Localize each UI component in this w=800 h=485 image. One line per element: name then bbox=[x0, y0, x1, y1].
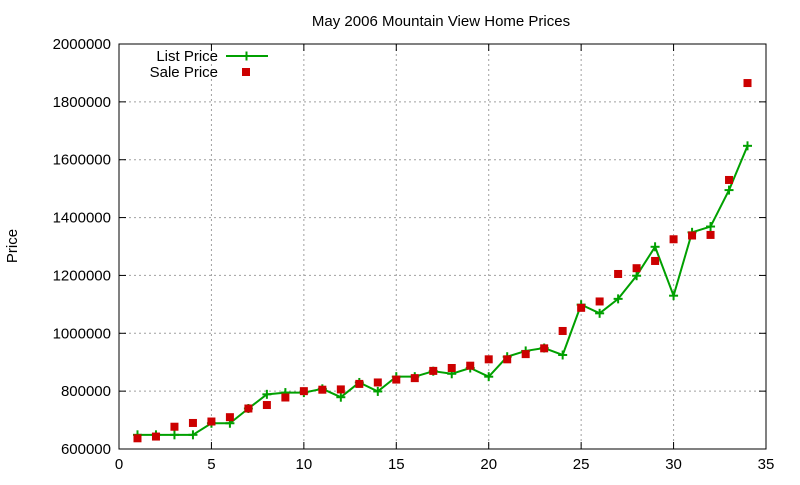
sale-price-point bbox=[632, 264, 641, 273]
sale-price-point bbox=[410, 374, 419, 383]
list-price-point bbox=[706, 222, 716, 232]
sale-price-point bbox=[484, 355, 493, 364]
sale-price-point bbox=[207, 417, 216, 426]
y-axis-label: Price bbox=[4, 229, 21, 263]
list-price-point bbox=[558, 350, 568, 360]
sale-price-point bbox=[244, 404, 253, 413]
list-price-point bbox=[669, 291, 679, 301]
chart-title: May 2006 Mountain View Home Prices bbox=[312, 13, 570, 30]
sale-price-point bbox=[743, 79, 752, 88]
x-tick-label: 10 bbox=[296, 456, 313, 473]
y-tick-label: 800000 bbox=[61, 383, 111, 400]
sale-price-point bbox=[299, 387, 308, 396]
y-tick-label: 600000 bbox=[61, 441, 111, 458]
series-layer bbox=[132, 79, 753, 443]
legend-label-list-price: List Price bbox=[156, 48, 218, 65]
sale-price-point bbox=[706, 230, 715, 239]
sale-price-point bbox=[669, 235, 678, 244]
y-tick-label: 1200000 bbox=[53, 267, 111, 284]
list-price-point bbox=[262, 389, 272, 399]
list-price-point bbox=[724, 185, 734, 195]
sale-price-point bbox=[336, 385, 345, 394]
sale-price-point bbox=[170, 422, 179, 431]
list-price-line bbox=[137, 145, 749, 436]
y-tick-label: 2000000 bbox=[53, 36, 111, 53]
list-price-point bbox=[373, 386, 383, 396]
y-tick-label: 1000000 bbox=[53, 325, 111, 342]
sale-price-point bbox=[447, 364, 456, 372]
list-price-point bbox=[336, 392, 346, 402]
sale-price-point bbox=[429, 366, 438, 375]
sale-price-point bbox=[151, 432, 160, 441]
sale-price-point bbox=[188, 418, 197, 427]
list-price-point bbox=[484, 372, 494, 382]
x-tick-label: 30 bbox=[665, 456, 682, 473]
y-tick-label: 1800000 bbox=[53, 94, 111, 111]
sale-price-point bbox=[614, 269, 623, 278]
list-price-point bbox=[613, 294, 623, 304]
sale-price-point bbox=[355, 379, 364, 388]
x-tick-label: 5 bbox=[207, 456, 215, 473]
y-tick-label: 1400000 bbox=[53, 210, 111, 227]
sale-price-point bbox=[225, 413, 234, 422]
x-tick-label: 35 bbox=[758, 456, 775, 473]
sale-price-point bbox=[651, 256, 660, 265]
list-price-point bbox=[595, 308, 605, 318]
sale-price-point bbox=[392, 375, 401, 384]
sale-price-point bbox=[262, 401, 271, 410]
sale-price-point bbox=[558, 326, 567, 335]
list-price-point bbox=[743, 141, 753, 151]
x-tick-label: 20 bbox=[480, 456, 497, 473]
list-price-point bbox=[632, 271, 642, 281]
sale-price-point bbox=[595, 297, 604, 306]
sale-price-point bbox=[540, 344, 549, 353]
sale-price-point bbox=[725, 175, 734, 184]
x-tick-label: 15 bbox=[388, 456, 405, 473]
sale-price-point bbox=[503, 355, 512, 364]
list-price-point bbox=[169, 430, 179, 440]
legend-swatch-sale-price bbox=[242, 68, 250, 76]
list-price-point bbox=[188, 430, 198, 440]
axes-layer: 0 5 10 15 20 25 30 35 600000 800000 1000000 1200000… bbox=[53, 36, 775, 473]
sale-price-point bbox=[373, 378, 382, 387]
sale-price-point bbox=[577, 303, 586, 312]
sale-price-point bbox=[688, 231, 697, 240]
grid-layer bbox=[119, 44, 766, 449]
plot-frame bbox=[118, 43, 767, 450]
list-price-point bbox=[650, 242, 660, 252]
sale-price-point bbox=[466, 361, 475, 370]
x-tick-label: 0 bbox=[115, 456, 123, 473]
legend-label-sale-price: Sale Price bbox=[150, 64, 218, 81]
sale-price-point bbox=[281, 393, 290, 402]
y-tick-label: 1600000 bbox=[53, 152, 111, 169]
sale-price-point bbox=[133, 434, 142, 443]
sale-price-point bbox=[521, 350, 530, 359]
x-tick-label: 25 bbox=[573, 456, 590, 473]
sale-price-point bbox=[318, 385, 327, 394]
